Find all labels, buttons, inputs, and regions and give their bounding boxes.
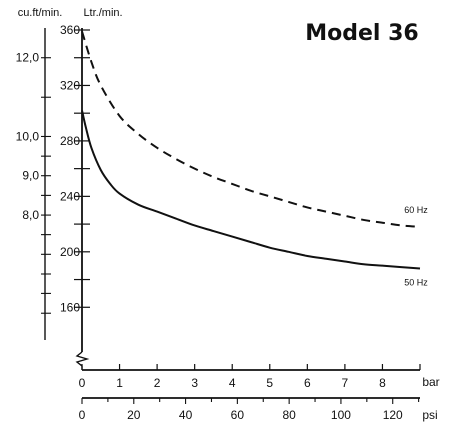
y-inner-tick-label: 160 xyxy=(60,300,80,314)
series-line-50-hz xyxy=(81,110,421,270)
x-psi-tick-label: 20 xyxy=(127,408,141,422)
y-inner-tick-label: 320 xyxy=(60,78,80,92)
series-label-50-hz: 50 Hz xyxy=(404,277,428,287)
x-bar-tick-label: 7 xyxy=(342,376,349,390)
x-psi-axis-label: psi xyxy=(422,408,437,422)
x-bar-tick-label: 8 xyxy=(379,376,386,390)
x-psi-tick-label: 40 xyxy=(179,408,193,422)
x-bar-tick-label: 4 xyxy=(229,376,236,390)
series-line-60-hz xyxy=(81,31,421,228)
x-psi-tick-label: 60 xyxy=(231,408,245,422)
y-inner-tick-label: 360 xyxy=(60,23,80,37)
x-bar-tick-label: 2 xyxy=(154,376,161,390)
chart-title: Model 36 xyxy=(305,21,419,46)
x-psi-tick-label: 80 xyxy=(282,408,296,422)
y-outer-axis-label: cu.ft/min. xyxy=(18,7,63,19)
x-bar-tick-label: 6 xyxy=(304,376,311,390)
y-inner-axis-label: Ltr./min. xyxy=(83,7,122,19)
y-inner-tick-label: 280 xyxy=(60,134,80,148)
x-bar-tick-label: 5 xyxy=(266,376,273,390)
y-inner-tick-label: 200 xyxy=(60,245,80,259)
x-bar-axis-label: bar xyxy=(422,375,439,389)
y-outer-tick-label: 8,0 xyxy=(22,208,39,222)
y-outer-tick-label: 12,0 xyxy=(16,51,40,65)
x-bar-tick-label: 1 xyxy=(116,376,123,390)
x-psi-tick-label: 120 xyxy=(383,408,403,422)
x-psi-tick-label: 0 xyxy=(79,408,86,422)
series-label-60-hz: 60 Hz xyxy=(404,205,428,215)
x-bar-tick-label: 0 xyxy=(79,376,86,390)
x-psi-tick-label: 100 xyxy=(331,408,351,422)
y-outer-tick-label: 10,0 xyxy=(16,129,40,143)
y-inner-tick-label: 240 xyxy=(60,189,80,203)
y-outer-tick-label: 9,0 xyxy=(22,169,39,183)
x-bar-tick-label: 3 xyxy=(191,376,198,390)
